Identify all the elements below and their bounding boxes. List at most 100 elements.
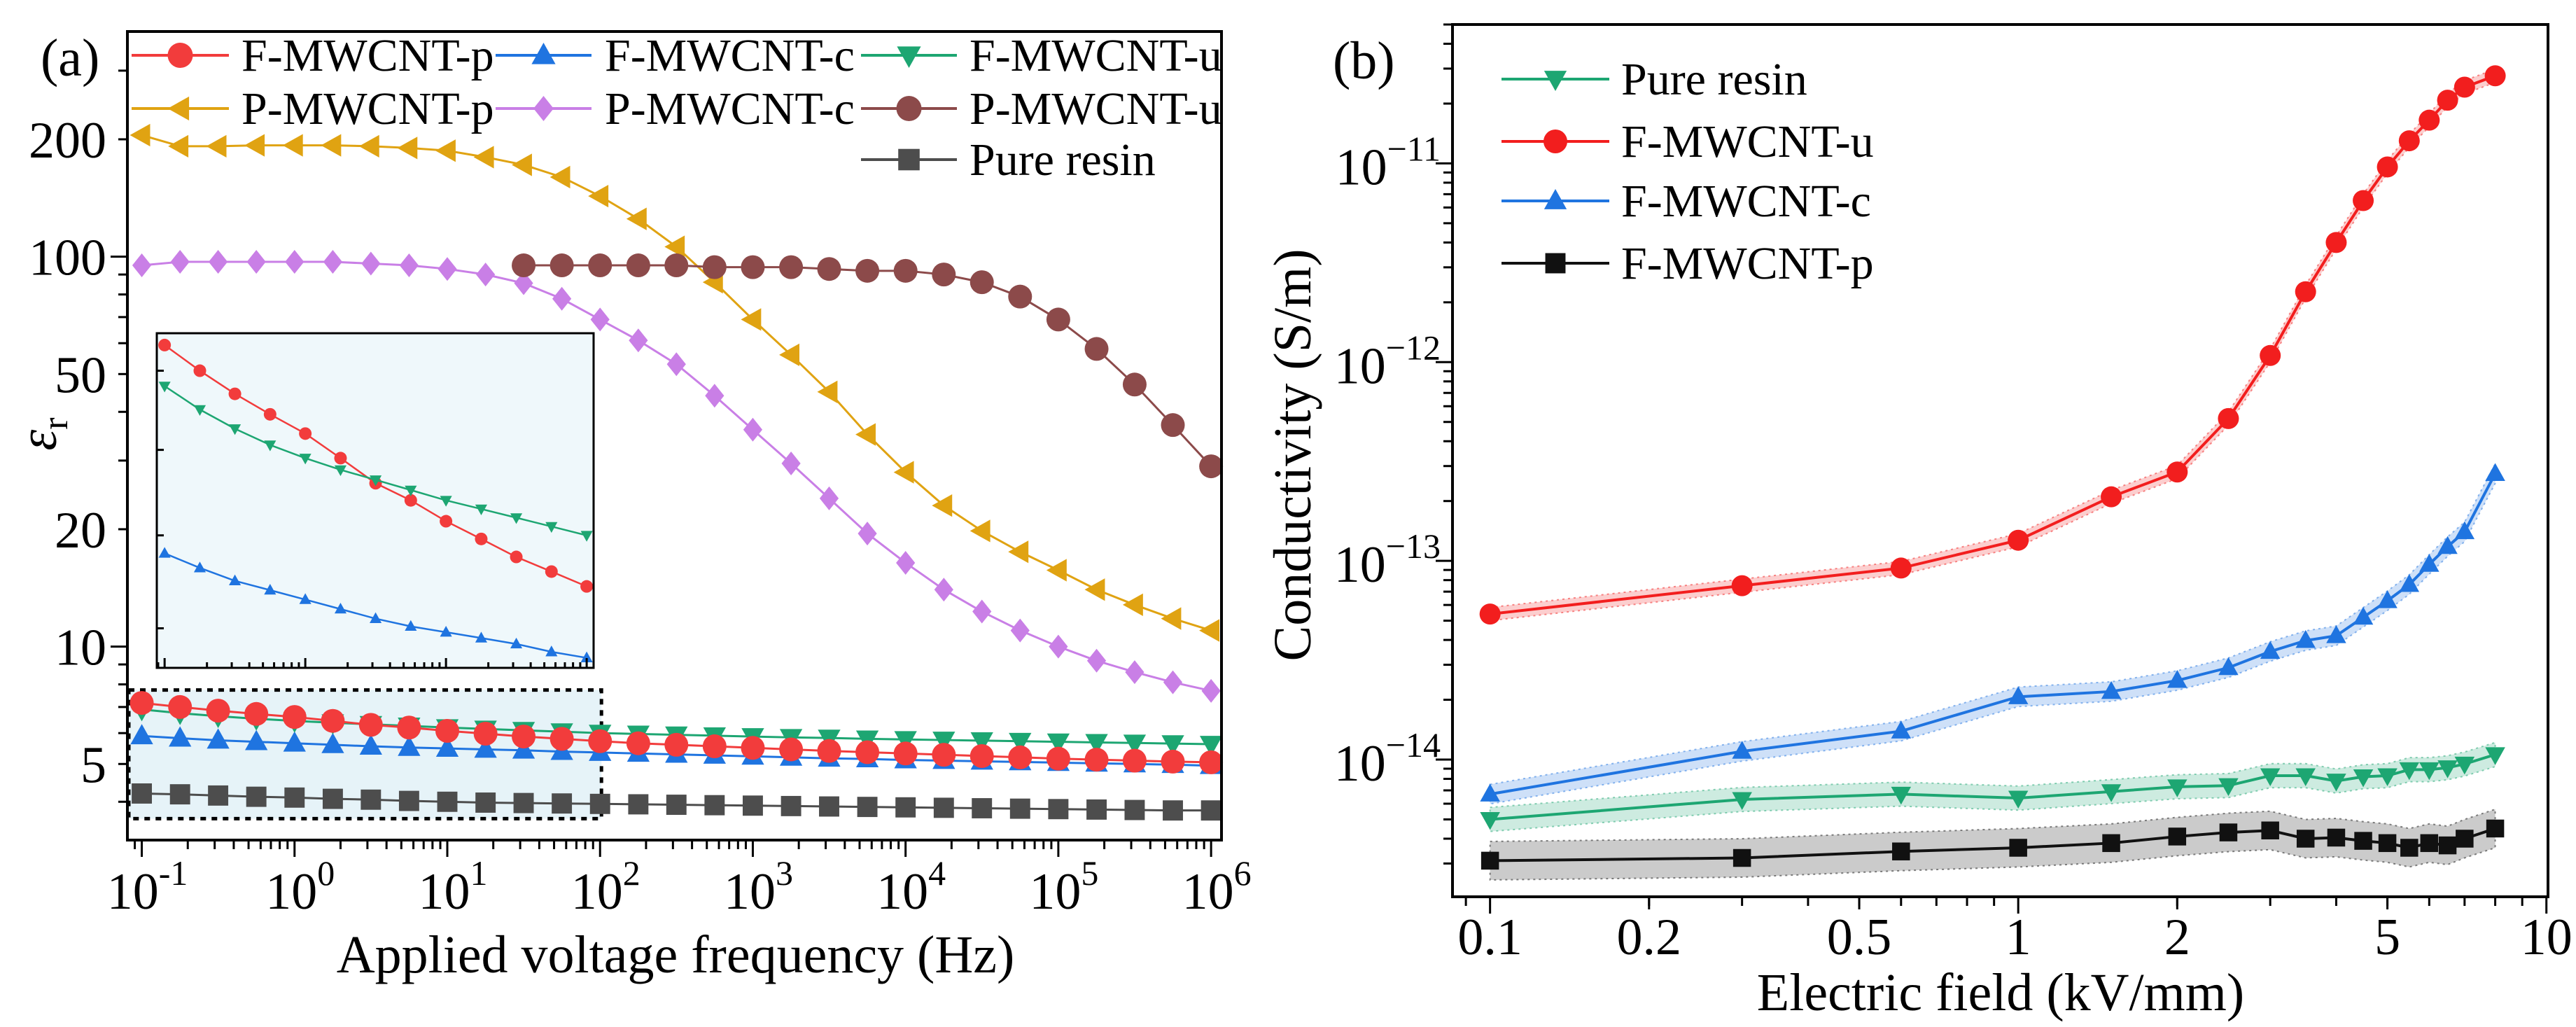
data-point-f-mwcnt-p [2009, 839, 2027, 857]
data-point-inset-f-mwcnt-u [229, 424, 241, 435]
data-point-p-mwcnt-u [893, 258, 918, 283]
legend-marker [167, 96, 190, 121]
data-point-f-mwcnt-p [473, 721, 498, 746]
data-point-pure-resin [322, 788, 343, 809]
data-point-p-mwcnt-c [246, 250, 266, 274]
data-point-p-mwcnt-c [705, 384, 724, 408]
legend-marker [896, 96, 922, 121]
data-point-f-mwcnt-p [2420, 834, 2439, 853]
data-point-p-mwcnt-p [282, 134, 303, 157]
data-point-f-mwcnt-c [2437, 536, 2458, 554]
x-tick-label: 101 [419, 853, 488, 921]
data-point-f-mwcnt-p [282, 705, 307, 729]
tick-label-exponent: −11 [1387, 129, 1441, 168]
data-point-f-mwcnt-u [2101, 486, 2122, 508]
data-point-inset-f-mwcnt-p [334, 452, 347, 465]
data-point-p-mwcnt-p [893, 461, 914, 484]
data-point-f-mwcnt-c [2377, 590, 2398, 608]
epsilon-symbol: ε [9, 430, 68, 451]
data-point-p-mwcnt-u [1122, 372, 1147, 397]
legend-marker [1545, 253, 1566, 274]
data-point-f-mwcnt-u [2437, 90, 2458, 111]
data-point-inset-f-mwcnt-c [229, 574, 241, 585]
data-point-p-mwcnt-u [1046, 307, 1070, 332]
data-point-p-mwcnt-c [476, 263, 496, 287]
data-point-f-mwcnt-c [2399, 573, 2420, 592]
data-point-pure-resin [437, 791, 458, 812]
error-band-f-mwcnt-u [1489, 68, 2496, 622]
data-point-p-mwcnt-p [588, 184, 609, 208]
data-point-p-mwcnt-u [626, 253, 650, 278]
data-point-f-mwcnt-u [2295, 281, 2316, 302]
data-point-p-mwcnt-c [629, 328, 648, 353]
data-point-p-mwcnt-c [1201, 678, 1221, 703]
data-point-inset-f-mwcnt-u [545, 522, 558, 533]
data-point-f-mwcnt-p [244, 701, 269, 726]
data-point-pure-resin [1732, 792, 1752, 810]
y-tick-label: 100 [29, 230, 106, 287]
data-point-p-mwcnt-u [1008, 284, 1032, 309]
tick-label-base: 10 [1334, 337, 1386, 395]
data-point-p-mwcnt-u [1161, 413, 1185, 438]
data-point-p-mwcnt-c [1010, 618, 1030, 643]
data-point-f-mwcnt-c [283, 731, 306, 752]
legend-marker [533, 96, 554, 121]
data-point-p-mwcnt-u [512, 253, 536, 278]
data-point-f-mwcnt-p [397, 715, 421, 740]
data-point-pure-resin [2260, 768, 2281, 786]
data-point-f-mwcnt-p [702, 734, 727, 759]
legend-entry-pure-resin: Pure resin [861, 134, 1156, 186]
data-point-inset-f-mwcnt-p [545, 565, 558, 578]
data-point-f-mwcnt-c [435, 736, 459, 757]
data-point-f-mwcnt-p [2296, 830, 2315, 848]
tick-label-exponent: 1 [470, 853, 488, 893]
tick-label-exponent: −13 [1386, 526, 1441, 566]
tick-label-base: 10 [419, 863, 470, 921]
data-point-f-mwcnt-c [1732, 741, 1752, 759]
series-pure-resin [1480, 747, 2505, 830]
data-point-pure-resin [1480, 811, 1500, 830]
data-point-p-mwcnt-c [438, 257, 457, 281]
tick-label-exponent: 3 [776, 853, 793, 893]
data-point-p-mwcnt-p [1199, 619, 1220, 642]
data-point-p-mwcnt-c [934, 578, 953, 602]
data-point-pure-resin [2454, 756, 2475, 775]
data-point-f-mwcnt-p [969, 743, 994, 768]
data-point-f-mwcnt-p [2168, 827, 2187, 846]
legend-label: P-MWCNT-p [241, 83, 494, 134]
data-point-p-mwcnt-c [514, 271, 533, 295]
legend-label: P-MWCNT-c [605, 83, 855, 134]
data-point-p-mwcnt-u [1199, 454, 1224, 479]
data-point-f-mwcnt-u [1009, 732, 1032, 753]
y-tick-label: 20 [55, 502, 106, 559]
data-point-f-mwcnt-u [1046, 733, 1070, 754]
data-point-inset-f-mwcnt-c [510, 637, 523, 649]
data-point-f-mwcnt-c [321, 732, 344, 753]
legend-label: F-MWCNT-p [1621, 238, 1874, 289]
data-point-pure-resin [2167, 779, 2188, 797]
data-point-f-mwcnt-c [512, 738, 536, 759]
data-point-f-mwcnt-p [435, 718, 460, 743]
data-point-inset-f-mwcnt-p [580, 580, 594, 593]
data-point-p-mwcnt-p [550, 165, 570, 189]
x-tick-label: 10-1 [107, 853, 188, 921]
legend-marker [167, 43, 193, 68]
data-point-pure-resin [666, 795, 687, 815]
data-point-pure-resin [972, 798, 993, 818]
data-point-pure-resin [513, 792, 534, 813]
data-point-f-mwcnt-p [626, 731, 650, 755]
panel-b-legend: Pure resin F-MWCNT-u F-MWCNT-c F-MWCNT-p [1502, 54, 1874, 289]
x-tick-label: 105 [1029, 853, 1098, 921]
data-point-pure-resin [169, 784, 190, 805]
data-point-p-mwcnt-p [244, 134, 265, 157]
data-point-p-mwcnt-p [1008, 540, 1029, 564]
data-point-inset-f-mwcnt-p [158, 338, 172, 351]
data-point-f-mwcnt-u [1731, 575, 1753, 596]
data-point-p-mwcnt-c [858, 522, 877, 546]
data-point-p-mwcnt-u [817, 257, 841, 281]
data-point-pure-resin [2437, 760, 2458, 778]
legend-entry-f-mwcnt-p: F-MWCNT-p [1502, 238, 1874, 289]
data-point-f-mwcnt-p [741, 736, 765, 760]
data-point-f-mwcnt-p [2456, 830, 2474, 848]
